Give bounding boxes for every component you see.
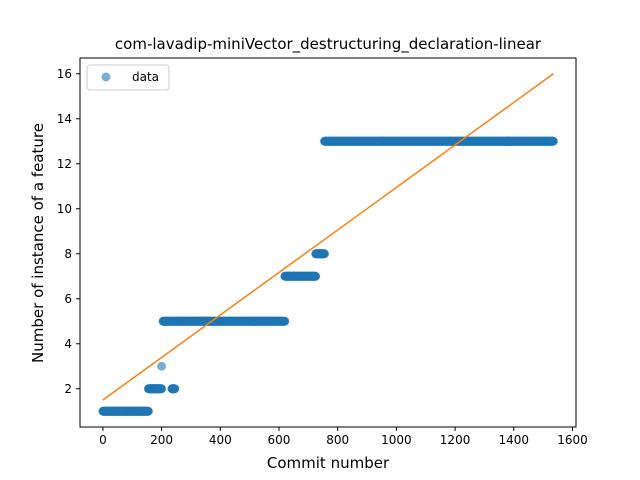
y-tick-label: 6	[64, 292, 72, 306]
x-axis-label: Commit number	[267, 454, 390, 472]
data-layer	[98, 136, 558, 416]
x-tick-label: 200	[150, 433, 173, 447]
y-tick-label: 16	[57, 67, 72, 81]
data-point	[311, 271, 321, 281]
y-tick-label: 10	[57, 202, 72, 216]
data-segment	[157, 361, 167, 371]
data-segment	[98, 406, 153, 416]
data-segment	[280, 271, 321, 281]
y-axis: 2 4 6 8 10 12 14 16	[57, 67, 80, 396]
x-tick-label: 1200	[440, 433, 471, 447]
y-tick-label: 8	[64, 247, 72, 261]
y-tick-label: 4	[64, 337, 72, 351]
legend: data	[86, 64, 170, 91]
data-segment	[143, 384, 167, 394]
data-point	[548, 136, 558, 146]
chart-title: com-lavadip-miniVector_destructuring_dec…	[115, 35, 542, 54]
x-tick-label: 400	[209, 433, 232, 447]
legend-marker-data	[101, 72, 111, 82]
data-point	[319, 249, 329, 259]
data-point	[280, 316, 290, 326]
y-tick-label: 12	[57, 157, 72, 171]
data-segment	[311, 249, 329, 259]
data-point	[143, 406, 153, 416]
x-tick-label: 1000	[381, 433, 412, 447]
y-tick-label: 14	[57, 112, 72, 126]
data-point	[157, 361, 167, 371]
fit-line	[102, 73, 554, 401]
plot-frame	[79, 57, 577, 428]
x-tick-label: 800	[326, 433, 349, 447]
x-tick-label: 600	[268, 433, 291, 447]
x-axis: 0 200 400 600 800 1000 1200 1400 1600	[99, 427, 588, 447]
legend-label-data: data	[132, 70, 159, 84]
data-segment	[319, 136, 558, 146]
y-axis-label: Number of instance of a feature	[29, 123, 47, 363]
data-point	[157, 384, 167, 394]
x-tick-label: 1400	[499, 433, 530, 447]
data-point	[170, 384, 180, 394]
fit-layer	[102, 73, 554, 401]
x-tick-label: 1600	[557, 433, 588, 447]
y-tick-label: 2	[64, 382, 72, 396]
data-segment	[167, 384, 180, 394]
data-segment	[165, 316, 290, 326]
x-tick-label: 0	[99, 433, 107, 447]
legend-frame	[86, 64, 170, 91]
